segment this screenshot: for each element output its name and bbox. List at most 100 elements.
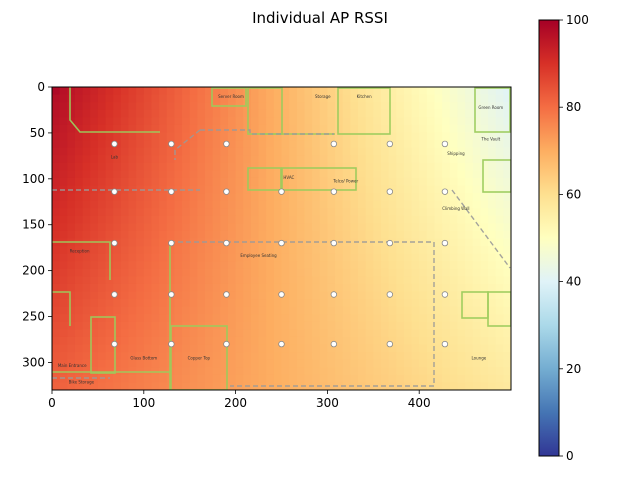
heatmap-cell bbox=[373, 177, 382, 187]
heatmap-cell bbox=[151, 352, 160, 361]
heatmap-cell bbox=[205, 87, 214, 96]
heatmap-cell bbox=[480, 261, 489, 270]
heatmap-cell bbox=[220, 109, 229, 118]
heatmap-cell bbox=[67, 87, 76, 96]
heatmap-cell bbox=[488, 261, 497, 270]
heatmap-cell bbox=[174, 367, 183, 376]
heatmap-cell bbox=[212, 276, 221, 285]
heatmap-cell bbox=[457, 223, 466, 232]
heatmap-cell bbox=[143, 230, 153, 240]
heatmap-cell bbox=[472, 352, 481, 361]
heatmap-cell bbox=[97, 147, 107, 156]
heatmap-cell bbox=[304, 109, 313, 118]
heatmap-cell bbox=[90, 291, 99, 300]
heatmap-cell bbox=[258, 321, 267, 331]
heatmap-cell bbox=[266, 208, 275, 217]
heatmap-cell bbox=[503, 147, 511, 156]
heatmap-cell bbox=[296, 321, 306, 331]
wall-hvac bbox=[247, 167, 282, 191]
heatmap-cell bbox=[358, 193, 367, 202]
heatmap-cell bbox=[90, 177, 99, 187]
heatmap-cell bbox=[365, 200, 374, 209]
heatmap-cell bbox=[97, 124, 107, 134]
heatmap-cell bbox=[243, 268, 252, 277]
colorbar-tick-label: 60 bbox=[566, 187, 581, 201]
heatmap-cell bbox=[197, 155, 206, 164]
heatmap-cell bbox=[82, 253, 91, 262]
heatmap-cell bbox=[266, 193, 275, 202]
heatmap-cell bbox=[136, 140, 145, 149]
heatmap-cell bbox=[495, 238, 504, 247]
heatmap-cell bbox=[472, 238, 481, 247]
heatmap-cell bbox=[159, 147, 168, 156]
heatmap-cell bbox=[82, 117, 91, 126]
heatmap-cell bbox=[457, 215, 466, 224]
heatmap-cell bbox=[335, 109, 344, 118]
heatmap-cell bbox=[273, 359, 283, 368]
heatmap-cell bbox=[503, 238, 511, 247]
heatmap-cell bbox=[266, 359, 275, 368]
heatmap-cell bbox=[250, 276, 260, 285]
heatmap-cell bbox=[227, 336, 237, 346]
heatmap-cell bbox=[67, 215, 76, 224]
heatmap-cell bbox=[304, 94, 313, 103]
heatmap-cell bbox=[182, 147, 191, 156]
heatmap-cell bbox=[120, 117, 130, 126]
heatmap-cell bbox=[82, 200, 91, 209]
heatmap-cell bbox=[350, 276, 359, 285]
heatmap-cell bbox=[365, 109, 374, 118]
heatmap-cell bbox=[105, 299, 114, 308]
heatmap-cell bbox=[174, 223, 183, 232]
heatmap-cell bbox=[151, 246, 160, 255]
heatmap-cell bbox=[365, 230, 374, 240]
heatmap-cell bbox=[266, 306, 275, 315]
y-tick-label: 50 bbox=[30, 126, 45, 140]
heatmap-cell bbox=[304, 329, 313, 338]
heatmap-cell bbox=[388, 230, 397, 240]
heatmap-cell bbox=[289, 246, 298, 255]
heatmap-cell bbox=[342, 109, 351, 118]
heatmap-cell bbox=[227, 208, 237, 217]
heatmap-cell bbox=[419, 276, 428, 285]
heatmap-cell bbox=[388, 155, 397, 164]
heatmap-cell bbox=[59, 314, 68, 323]
heatmap-cell bbox=[465, 306, 474, 315]
heatmap-cell bbox=[266, 352, 275, 361]
heatmap-cell bbox=[174, 276, 183, 285]
heatmap-cell bbox=[373, 109, 382, 118]
heatmap-cell bbox=[289, 94, 298, 103]
heatmap-cell bbox=[243, 291, 252, 300]
heatmap-cell bbox=[128, 306, 137, 315]
heatmap-cell bbox=[205, 283, 214, 293]
heatmap-cell bbox=[335, 124, 344, 134]
heatmap-cell bbox=[358, 208, 367, 217]
heatmap-cell bbox=[350, 329, 359, 338]
heatmap-cell bbox=[457, 147, 466, 156]
heatmap-cell bbox=[113, 253, 122, 262]
heatmap-cell bbox=[319, 124, 328, 134]
heatmap-cell bbox=[449, 336, 459, 346]
heatmap-cell bbox=[227, 276, 237, 285]
heatmap-cell bbox=[495, 336, 504, 346]
heatmap-cell bbox=[411, 238, 420, 247]
heatmap-cell bbox=[266, 321, 275, 331]
heatmap-cell bbox=[128, 374, 137, 384]
heatmap-cell bbox=[120, 200, 130, 209]
heatmap-cell bbox=[52, 193, 61, 202]
heatmap-cell bbox=[189, 109, 198, 118]
heatmap-cell bbox=[296, 291, 306, 300]
heatmap-cell bbox=[411, 283, 420, 293]
heatmap-cell bbox=[327, 374, 336, 384]
heatmap-cell bbox=[143, 382, 153, 390]
heatmap-cell bbox=[488, 352, 497, 361]
heatmap-cell bbox=[304, 177, 313, 187]
heatmap-cell bbox=[212, 230, 221, 240]
heatmap-cell bbox=[319, 253, 328, 262]
heatmap-cell bbox=[388, 344, 397, 353]
heatmap-cell bbox=[350, 336, 359, 346]
heatmap-cell bbox=[373, 223, 382, 232]
heatmap-cell bbox=[281, 261, 290, 270]
heatmap-cell bbox=[465, 230, 474, 240]
heatmap-cell bbox=[319, 344, 328, 353]
